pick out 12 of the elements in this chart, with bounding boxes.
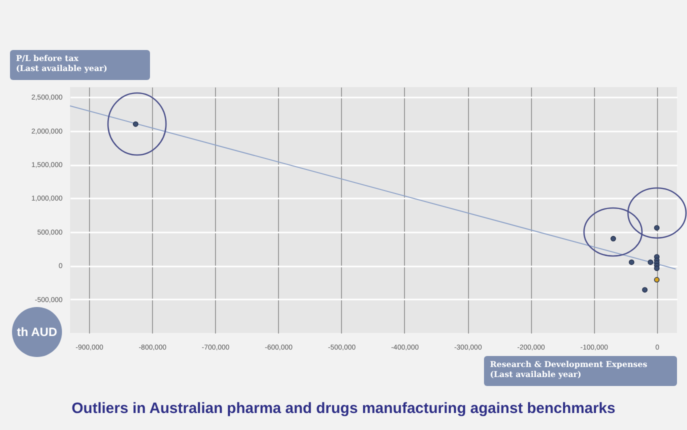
point [654, 266, 660, 272]
point [648, 259, 654, 265]
y-axis-title: P/L before tax (Last available year) [10, 50, 150, 80]
point [628, 259, 634, 265]
point [610, 236, 616, 242]
point [654, 277, 660, 282]
point [642, 287, 648, 293]
point [132, 121, 138, 127]
text: th AUD [12, 307, 62, 357]
text: Outliers in Australian pharma and drugs manufacturing against benchmarks [70, 400, 616, 417]
x-axis-title: Research & Development Expenses (Last available year) [484, 356, 677, 386]
point [654, 225, 660, 231]
